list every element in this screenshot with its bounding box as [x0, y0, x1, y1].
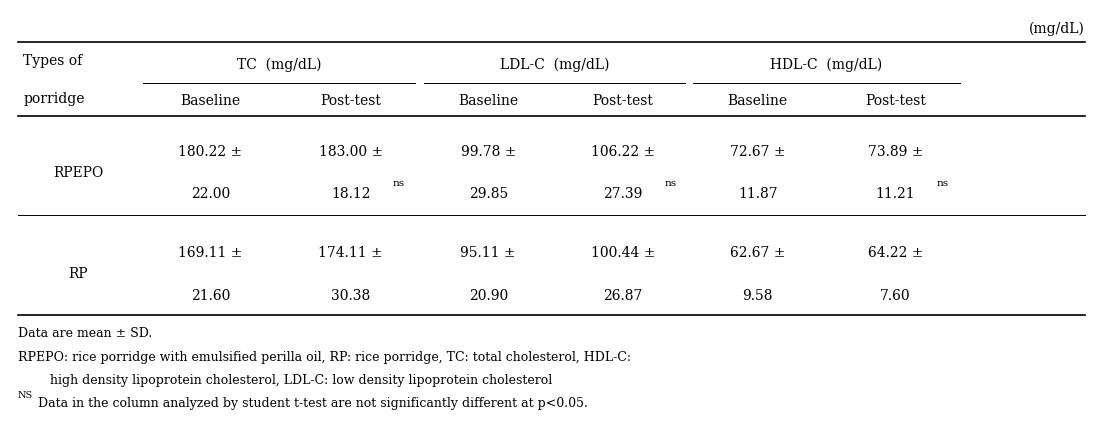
Text: RPEPO: rice porridge with emulsified perilla oil, RP: rice porridge, TC: total c: RPEPO: rice porridge with emulsified per…	[18, 351, 631, 364]
Text: Post-test: Post-test	[320, 94, 382, 108]
Text: LDL-C  (mg/dL): LDL-C (mg/dL)	[500, 58, 609, 72]
Text: 26.87: 26.87	[603, 288, 643, 302]
Text: 62.67 ±: 62.67 ±	[730, 246, 785, 260]
Text: 29.85: 29.85	[469, 187, 507, 201]
Text: 180.22 ±: 180.22 ±	[179, 145, 243, 158]
Text: 20.90: 20.90	[469, 288, 507, 302]
Text: 174.11 ±: 174.11 ±	[319, 246, 383, 260]
Text: 100.44 ±: 100.44 ±	[591, 246, 655, 260]
Text: ns: ns	[665, 179, 677, 188]
Text: (mg/dL): (mg/dL)	[1029, 22, 1085, 36]
Text: 9.58: 9.58	[742, 288, 773, 302]
Text: 27.39: 27.39	[603, 187, 643, 201]
Text: porridge: porridge	[23, 92, 85, 106]
Text: 169.11 ±: 169.11 ±	[179, 246, 243, 260]
Text: 95.11 ±: 95.11 ±	[460, 246, 516, 260]
Text: high density lipoprotein cholesterol, LDL-C: low density lipoprotein cholesterol: high density lipoprotein cholesterol, LD…	[18, 374, 553, 387]
Text: 22.00: 22.00	[191, 187, 231, 201]
Text: TC  (mg/dL): TC (mg/dL)	[237, 58, 321, 72]
Text: 11.87: 11.87	[738, 187, 778, 201]
Text: Post-test: Post-test	[865, 94, 925, 108]
Text: 106.22 ±: 106.22 ±	[591, 145, 655, 158]
Text: RP: RP	[68, 268, 88, 281]
Text: ns: ns	[393, 179, 405, 188]
Text: 21.60: 21.60	[191, 288, 231, 302]
Text: 18.12: 18.12	[331, 187, 371, 201]
Text: Baseline: Baseline	[728, 94, 788, 108]
Text: 99.78 ±: 99.78 ±	[461, 145, 516, 158]
Text: 183.00 ±: 183.00 ±	[319, 145, 383, 158]
Text: 73.89 ±: 73.89 ±	[868, 145, 923, 158]
Text: 11.21: 11.21	[876, 187, 915, 201]
Text: Baseline: Baseline	[458, 94, 518, 108]
Text: HDL-C  (mg/dL): HDL-C (mg/dL)	[770, 58, 882, 72]
Text: Baseline: Baseline	[181, 94, 240, 108]
Text: Data in the column analyzed by student t-test are not significantly different at: Data in the column analyzed by student t…	[38, 397, 588, 410]
Text: 72.67 ±: 72.67 ±	[730, 145, 785, 158]
Text: RPEPO: RPEPO	[53, 166, 104, 180]
Text: NS: NS	[18, 391, 33, 400]
Text: Types of: Types of	[23, 54, 83, 68]
Text: Post-test: Post-test	[592, 94, 653, 108]
Text: ns: ns	[938, 179, 950, 188]
Text: 64.22 ±: 64.22 ±	[868, 246, 923, 260]
Text: 30.38: 30.38	[331, 288, 371, 302]
Text: 7.60: 7.60	[880, 288, 911, 302]
Text: Data are mean ± SD.: Data are mean ± SD.	[18, 327, 152, 340]
